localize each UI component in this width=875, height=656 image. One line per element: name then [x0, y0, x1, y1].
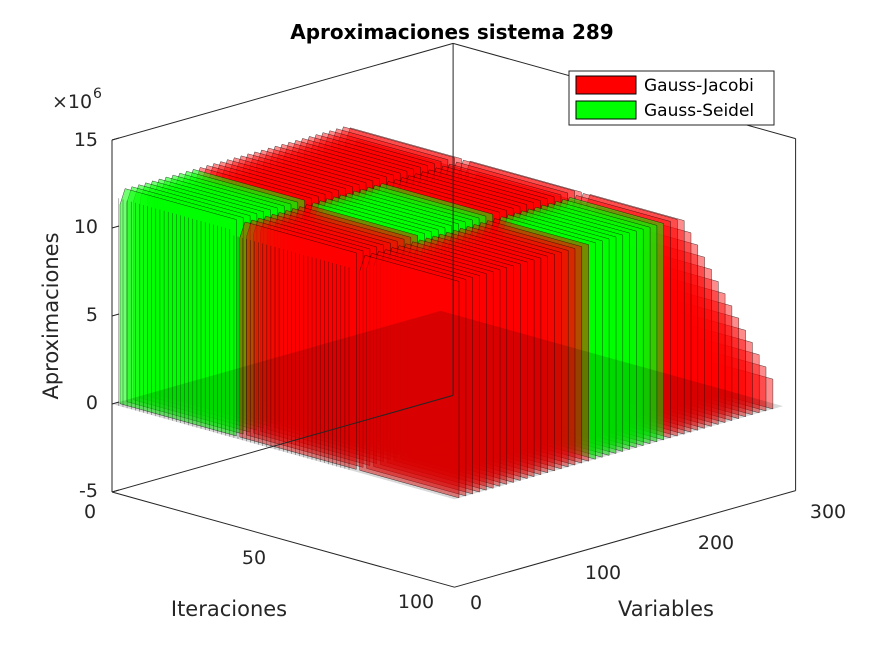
x-tick-label: 300	[810, 501, 846, 523]
bar-surface	[301, 204, 418, 453]
bar-surface	[280, 210, 398, 459]
bar-surface	[420, 237, 521, 481]
z-tick-label: 5	[86, 304, 98, 326]
bar-surface	[673, 352, 774, 410]
axes	[111, 42, 797, 588]
bar-surface	[266, 213, 384, 462]
z-exponent-base: ×10	[52, 91, 92, 113]
bar-surface	[475, 222, 576, 466]
bar-surface	[414, 239, 514, 483]
z-tick-mark	[111, 137, 120, 141]
legend-swatch-gauss-seidel	[575, 100, 637, 120]
z-tick-mark	[111, 489, 120, 493]
bar-surface	[294, 206, 412, 455]
bar-surface	[366, 253, 467, 497]
bar-surface	[468, 224, 569, 468]
z-tick-mark	[111, 401, 120, 405]
bar-surface	[373, 251, 473, 495]
y-axis-label: Iteraciones	[171, 597, 287, 621]
x-axis-label: Variables	[618, 597, 714, 621]
y-tick-label: 50	[242, 547, 266, 569]
legend-label: Gauss-Seidel	[644, 101, 754, 121]
x-tick-label: 0	[470, 592, 482, 614]
bar-surface	[307, 202, 425, 451]
bar-surface	[393, 245, 494, 489]
z-axis-label: Aproximaciones	[39, 232, 63, 399]
bar-surface	[455, 227, 555, 472]
legend: Gauss-Jacobi Gauss-Seidel	[568, 70, 775, 126]
axis-line	[454, 490, 796, 588]
bar-surface	[246, 219, 364, 468]
bar-surface	[119, 188, 237, 437]
legend-swatch-gauss-jacobi	[575, 75, 637, 95]
z-tick-label: 10	[74, 216, 98, 238]
bar-surface	[273, 212, 391, 460]
y-tick-label: 100	[398, 591, 434, 613]
z-exponent-power: 6	[93, 86, 102, 102]
axis-line	[111, 394, 454, 493]
z-tick-label: 0	[86, 392, 98, 414]
bar-surface	[359, 255, 460, 499]
legend-label: Gauss-Jacobi	[644, 76, 754, 96]
z-tick-label: -5	[79, 480, 98, 502]
baseline-plane	[112, 310, 784, 500]
bar-surface	[441, 231, 542, 475]
bar-surface	[260, 215, 377, 464]
bar-surface	[482, 220, 582, 464]
z-tick-mark	[111, 225, 120, 229]
bar-surface	[666, 340, 767, 412]
x-tick-label: 100	[585, 562, 621, 584]
bar-surface	[496, 216, 596, 460]
y-tick-label: 0	[84, 501, 96, 523]
bar-surfaces	[112, 126, 784, 500]
bar-surface	[434, 233, 535, 477]
bar-surface	[407, 241, 507, 485]
x-tick-label: 200	[698, 532, 734, 554]
bar-surface	[461, 226, 562, 470]
bar-surface	[386, 247, 487, 491]
bar-surface	[489, 218, 589, 462]
bar-surface	[448, 229, 548, 474]
axis-line	[111, 42, 454, 141]
z-tick-label: 15	[74, 129, 98, 151]
axis-line	[111, 491, 455, 588]
chart-title: Aproximaciones sistema 289	[290, 20, 613, 44]
bar-surface	[380, 249, 480, 493]
z-tick-mark	[111, 313, 120, 317]
